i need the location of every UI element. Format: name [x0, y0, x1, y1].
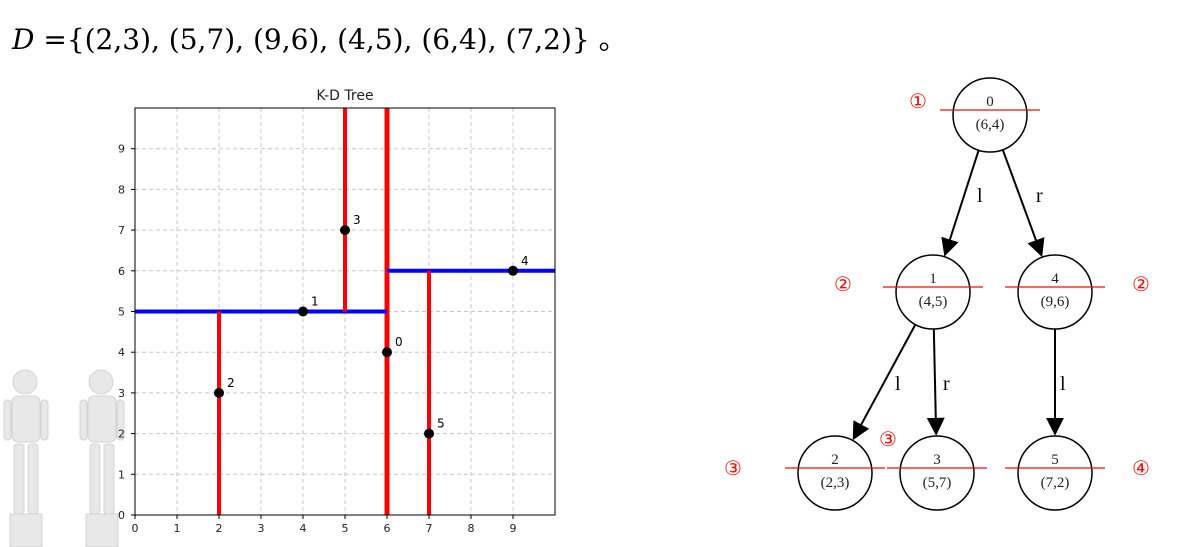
x-tick-label: 4 [300, 522, 307, 535]
y-tick-label: 4 [118, 346, 125, 359]
tree-edge [926, 328, 945, 436]
node-point: (9,6) [1041, 294, 1070, 310]
edge-label: l [977, 185, 983, 207]
point-label: 5 [437, 417, 445, 431]
tree-node: 3 (5,7) [887, 435, 987, 511]
step-marks: ① ② ② ③ ③ ④ [724, 89, 1150, 480]
y-tick-label: 6 [118, 265, 125, 278]
node-circle [1017, 254, 1093, 330]
x-tick-label: 8 [468, 522, 475, 535]
dataset-values: ={(2,3), (5,7), (9,6), (4,5), (6,4), (7,… [34, 23, 627, 56]
tree-edges: l r l r l [852, 149, 1066, 441]
tree-nodes: 0 (6,4) 1 (4,5) 4 (9,6) 2 (2,3) 3 (5,7) 5 (7,2) [785, 77, 1105, 511]
node-circle [895, 254, 971, 330]
tree-node: 4 (9,6) [1005, 254, 1105, 330]
step-mark: ③ [879, 427, 897, 451]
node-point: (6,4) [976, 117, 1005, 133]
x-tick-label: 5 [342, 522, 349, 535]
step-mark: ② [1132, 272, 1150, 296]
tree-node: 0 (6,4) [940, 77, 1040, 153]
axis-ticks: 0 1 2 3 4 5 6 7 8 9 0 1 2 3 4 5 6 7 8 9 [118, 143, 517, 535]
y-tick-label: 3 [118, 387, 125, 400]
point-label: 0 [395, 335, 403, 349]
edge-label: r [943, 373, 950, 395]
node-circle [797, 435, 873, 511]
y-tick-label: 5 [118, 306, 125, 319]
split-lines [135, 108, 555, 515]
y-tick-label: 1 [118, 468, 125, 481]
node-point: (5,7) [923, 475, 952, 491]
x-tick-label: 1 [174, 522, 181, 535]
data-point [508, 265, 518, 276]
point-label: 1 [311, 295, 319, 309]
data-point [298, 306, 308, 317]
tree-edge [941, 149, 980, 257]
node-id: 3 [933, 452, 941, 468]
data-point [424, 428, 434, 439]
tree-edge [1001, 149, 1045, 258]
point-label: 4 [521, 254, 529, 268]
dataset-formula: D ={(2,3), (5,7), (9,6), (4,5), (6,4), (… [12, 18, 627, 58]
kd-tree-diagram: l r l r l 0 (6,4) 1 (4,5) 4 (9,6) 2 (2,3) 3 (5,7) 5 (7,… [724, 77, 1150, 511]
node-circle [952, 77, 1028, 153]
step-mark: ① [909, 89, 927, 113]
data-point [340, 225, 350, 236]
tree-node: 5 (7,2) [1005, 435, 1105, 511]
x-tick-label: 7 [426, 522, 433, 535]
dataset-variable: D [12, 23, 35, 56]
data-points: 0 1 2 3 4 5 [214, 213, 529, 439]
x-tick-label: 6 [384, 522, 391, 535]
kd-tree-chart: K-D Tree 0 1 2 3 4 5 6 7 8 9 0 1 2 3 4 5 6 7 8 9 0 1 2 3 4 5 [118, 88, 556, 535]
y-tick-label: 9 [118, 143, 125, 156]
point-label: 2 [227, 376, 235, 390]
node-point: (4,5) [919, 294, 948, 310]
tree-edge [852, 324, 917, 441]
step-mark: ③ [724, 456, 742, 480]
data-point [214, 387, 224, 398]
edge-label: r [1036, 185, 1043, 207]
x-tick-label: 9 [510, 522, 517, 535]
x-tick-label: 3 [258, 522, 265, 535]
node-circle [1017, 435, 1093, 511]
tree-node: 2 (2,3) [785, 435, 885, 511]
edge-label: l [1060, 373, 1066, 395]
tree-node: 1 (4,5) [883, 254, 983, 330]
node-circle [899, 435, 975, 511]
node-id: 5 [1051, 452, 1059, 468]
step-mark: ④ [1132, 456, 1150, 480]
node-id: 0 [986, 94, 994, 110]
robot-watermark-icon [3, 369, 125, 547]
y-tick-label: 0 [118, 509, 125, 522]
node-id: 2 [831, 452, 839, 468]
edge-label: l [895, 373, 901, 395]
y-tick-label: 8 [118, 183, 125, 196]
x-tick-label: 2 [216, 522, 223, 535]
node-point: (2,3) [821, 475, 850, 491]
node-id: 1 [929, 271, 937, 287]
y-tick-label: 7 [118, 224, 125, 237]
point-label: 3 [353, 213, 361, 227]
step-mark: ② [834, 272, 852, 296]
x-tick-label: 0 [132, 522, 139, 535]
node-point: (7,2) [1041, 475, 1070, 491]
y-tick-label: 2 [118, 428, 125, 441]
node-id: 4 [1051, 271, 1059, 287]
data-point [382, 347, 392, 358]
chart-title: K-D Tree [316, 88, 373, 104]
